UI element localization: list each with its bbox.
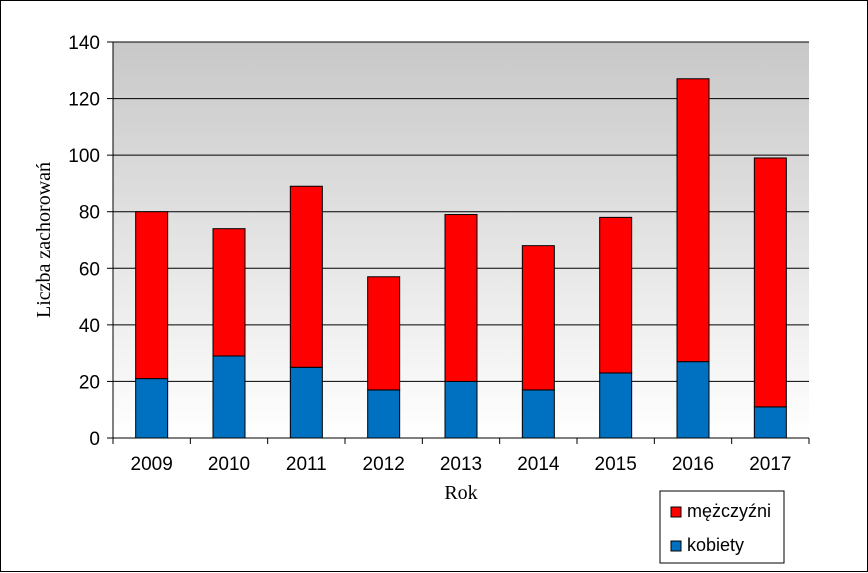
x-tick-label: 2014 <box>517 454 560 475</box>
bar-segment-mezczyzni-2011 <box>289 185 323 368</box>
bar-segment-mezczyzni-2009 <box>135 211 169 380</box>
y-tick-label: 20 <box>79 372 100 393</box>
x-tick-label: 2012 <box>363 454 405 475</box>
legend-swatch <box>670 506 682 518</box>
axes <box>112 42 809 439</box>
y-tick-label: 140 <box>68 33 100 54</box>
legend-label: mężczyźni <box>687 501 771 521</box>
bar-segment-kobiety-2016 <box>676 361 710 439</box>
x-tick-label: 2017 <box>749 454 791 475</box>
x-tick-labels: 2009 2010 2011 2012 2013 2014 2015 2016 2017 <box>112 438 810 475</box>
y-axis-title: Liczba zachorowań <box>33 162 55 318</box>
y-tick-label: 60 <box>79 259 100 280</box>
legend-label: kobiety <box>687 535 744 555</box>
bar-segment-mezczyzni-2014 <box>521 245 555 391</box>
bar-segment-kobiety-2010 <box>212 355 246 439</box>
y-tick-label: 0 <box>89 429 100 450</box>
y-tick-label: 80 <box>79 203 100 224</box>
bar-segment-kobiety-2011 <box>289 366 323 439</box>
x-tick-label: 2015 <box>595 454 637 475</box>
bar-segment-mezczyzni-2013 <box>444 214 478 382</box>
bar-segment-mezczyzni-2010 <box>212 228 246 357</box>
legend: mężczyźni kobiety <box>659 490 785 564</box>
y-tick-label: 120 <box>68 90 100 111</box>
y-tick-label: 40 <box>79 316 100 337</box>
bar-segment-mezczyzni-2016 <box>676 78 710 363</box>
bar-segment-kobiety-2009 <box>135 378 169 439</box>
x-tick-label: 2013 <box>440 454 482 475</box>
bar-segment-kobiety-2013 <box>444 380 478 439</box>
bar-segment-mezczyzni-2012 <box>367 276 401 391</box>
x-tick-label: 2009 <box>131 454 173 475</box>
bar-segment-kobiety-2012 <box>367 389 401 439</box>
x-tick-label: 2011 <box>286 454 327 475</box>
x-axis-title: Rok <box>444 482 477 504</box>
x-tick-label: 2010 <box>208 454 250 475</box>
y-tick-label: 100 <box>68 146 100 167</box>
legend-swatch <box>670 540 682 552</box>
bar-segment-kobiety-2015 <box>599 372 633 439</box>
x-tick-label: 2016 <box>672 454 714 475</box>
bar-segment-kobiety-2014 <box>521 389 555 439</box>
bar-segment-kobiety-2017 <box>753 406 787 439</box>
bars <box>135 78 787 439</box>
y-tick-labels: 0 20 40 60 80 100 120 140 <box>68 33 100 450</box>
bar-segment-mezczyzni-2017 <box>753 157 787 408</box>
bar-segment-mezczyzni-2015 <box>599 216 633 374</box>
